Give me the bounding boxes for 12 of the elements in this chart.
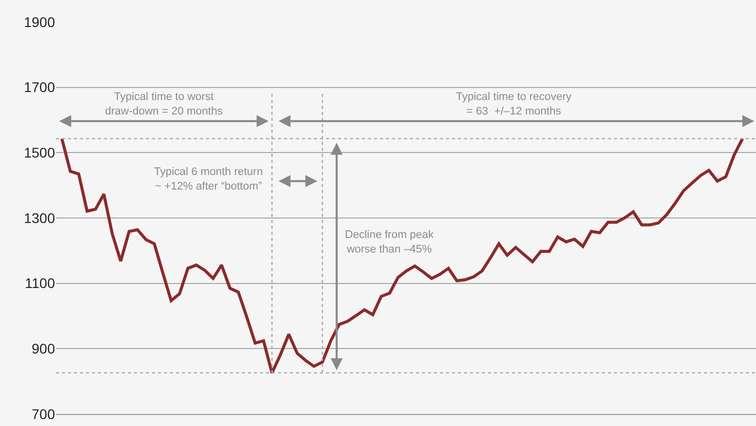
annotation: Typical time to recovery = 63 +/–12 months xyxy=(456,91,572,118)
annotation: Typical 6 month return ~ +12% after “bottom” xyxy=(154,166,263,192)
y-tick-label: 900 xyxy=(32,340,56,357)
y-tick-label: 1700 xyxy=(24,79,56,96)
annotation: Decline from peak worse than –45% xyxy=(345,229,434,256)
y-tick-label: 1100 xyxy=(24,275,56,292)
y-tick-label: 1300 xyxy=(24,210,56,226)
y-tick-label: 1500 xyxy=(24,144,56,161)
annotation: Typical time to worst draw-down = 20 months xyxy=(105,91,224,118)
line-series xyxy=(60,137,744,374)
y-tick-label: 700 xyxy=(32,406,56,422)
y-tick-label: 1900 xyxy=(24,14,56,30)
